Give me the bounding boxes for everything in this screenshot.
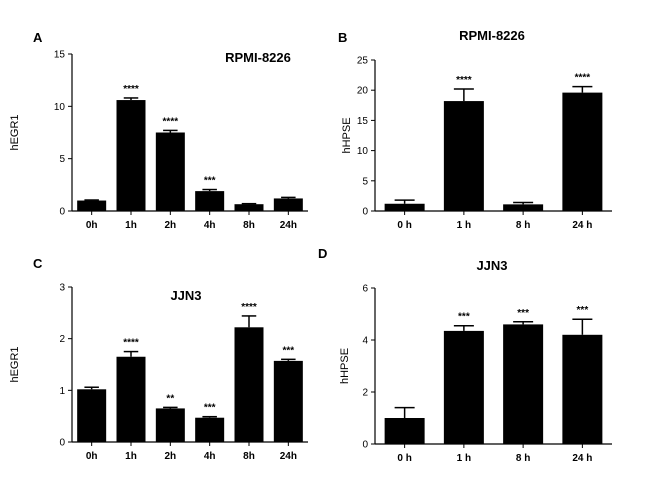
significance-label: *** xyxy=(458,312,470,323)
bar xyxy=(155,408,185,442)
significance-label: ** xyxy=(166,393,174,404)
bar xyxy=(77,200,107,211)
x-tick-label: 4h xyxy=(204,451,216,462)
bar xyxy=(77,389,107,442)
panel-letter: D xyxy=(318,246,327,261)
y-tick-label: 10 xyxy=(357,146,369,157)
y-tick-label: 0 xyxy=(59,207,65,218)
y-axis-label: hHPSE xyxy=(341,117,353,153)
y-tick-label: 20 xyxy=(357,86,369,97)
bar xyxy=(195,417,225,442)
bar xyxy=(443,101,484,211)
bar xyxy=(503,324,544,444)
significance-label: **** xyxy=(123,338,139,349)
x-tick-label: 0h xyxy=(86,451,98,462)
y-tick-label: 0 xyxy=(362,207,368,218)
significance-label: **** xyxy=(123,84,139,95)
significance-label: *** xyxy=(204,403,216,414)
y-tick-label: 15 xyxy=(357,116,369,127)
chart-panel-b: B RPMI-8226 hHPSE 0 5 10 15 20 25 0 h 1 h **** 8 h 24… xyxy=(338,28,612,231)
chart-panel-a: A RPMI-8226 hEGR1 0 5 10 15 0h 1h **** 2h **** 4h ***… xyxy=(9,30,308,231)
y-tick-label: 5 xyxy=(362,176,368,187)
x-tick-label: 24h xyxy=(280,220,297,231)
y-tick-label: 15 xyxy=(54,50,66,61)
x-tick-label: 2h xyxy=(164,220,176,231)
significance-label: **** xyxy=(241,302,257,313)
y-axis-label: hEGR1 xyxy=(9,346,21,382)
x-tick-label: 24 h xyxy=(572,453,592,464)
chart-panel-c: C JJN3 hEGR1 0 1 2 3 0h 1h **** 2h ** 4h *** 8h **** 24h… xyxy=(9,256,308,462)
y-axis-label: hHPSE xyxy=(339,348,351,384)
y-tick-label: 0 xyxy=(59,438,65,449)
significance-label: *** xyxy=(517,308,529,319)
bar xyxy=(562,92,603,211)
significance-label: *** xyxy=(282,345,294,356)
y-tick-label: 2 xyxy=(362,388,368,399)
x-tick-label: 1 h xyxy=(457,453,471,464)
y-tick-label: 25 xyxy=(357,56,369,67)
x-tick-label: 24 h xyxy=(572,220,592,231)
chart-panel-d: D JJN3 hHPSE 0 2 4 6 0 h 1 h *** 8 h *** 24 h *** xyxy=(318,246,612,464)
y-tick-label: 0 xyxy=(362,440,368,451)
y-tick-label: 2 xyxy=(59,334,65,345)
y-tick-label: 5 xyxy=(59,154,65,165)
significance-label: **** xyxy=(575,73,591,84)
panel-letter: B xyxy=(338,30,347,45)
significance-label: *** xyxy=(577,305,589,316)
bar xyxy=(195,191,225,211)
x-tick-label: 24h xyxy=(280,451,297,462)
bar xyxy=(273,198,303,211)
bar xyxy=(443,330,484,444)
x-tick-label: 2h xyxy=(164,451,176,462)
x-tick-label: 8 h xyxy=(516,220,530,231)
bar xyxy=(116,100,146,211)
bar xyxy=(155,132,185,211)
y-axis-label: hEGR1 xyxy=(9,114,21,150)
bar xyxy=(116,356,146,442)
x-tick-label: 0h xyxy=(86,220,98,231)
y-tick-label: 3 xyxy=(59,283,65,294)
x-tick-label: 0 h xyxy=(397,220,411,231)
x-tick-label: 1h xyxy=(125,220,137,231)
chart-title: JJN3 xyxy=(170,288,201,303)
panel-letter: A xyxy=(33,30,43,45)
chart-title: RPMI-8226 xyxy=(225,50,291,65)
y-tick-label: 10 xyxy=(54,102,66,113)
chart-title: JJN3 xyxy=(476,258,507,273)
bar xyxy=(234,327,264,442)
x-tick-label: 8h xyxy=(243,220,255,231)
x-tick-label: 8h xyxy=(243,451,255,462)
bar xyxy=(503,204,544,211)
panel-letter: C xyxy=(33,256,43,271)
significance-label: **** xyxy=(163,116,179,127)
significance-label: **** xyxy=(456,75,472,86)
y-tick-label: 6 xyxy=(362,284,368,295)
x-tick-label: 8 h xyxy=(516,453,530,464)
bar xyxy=(273,360,303,442)
y-tick-label: 1 xyxy=(59,386,65,397)
bar xyxy=(384,418,425,444)
x-tick-label: 1 h xyxy=(457,220,471,231)
x-tick-label: 0 h xyxy=(397,453,411,464)
y-tick-label: 4 xyxy=(362,336,368,347)
significance-label: *** xyxy=(204,176,216,187)
chart-title: RPMI-8226 xyxy=(459,28,525,43)
bar xyxy=(384,203,425,211)
x-tick-label: 4h xyxy=(204,220,216,231)
x-tick-label: 1h xyxy=(125,451,137,462)
bar xyxy=(562,334,603,444)
bar xyxy=(234,204,264,211)
